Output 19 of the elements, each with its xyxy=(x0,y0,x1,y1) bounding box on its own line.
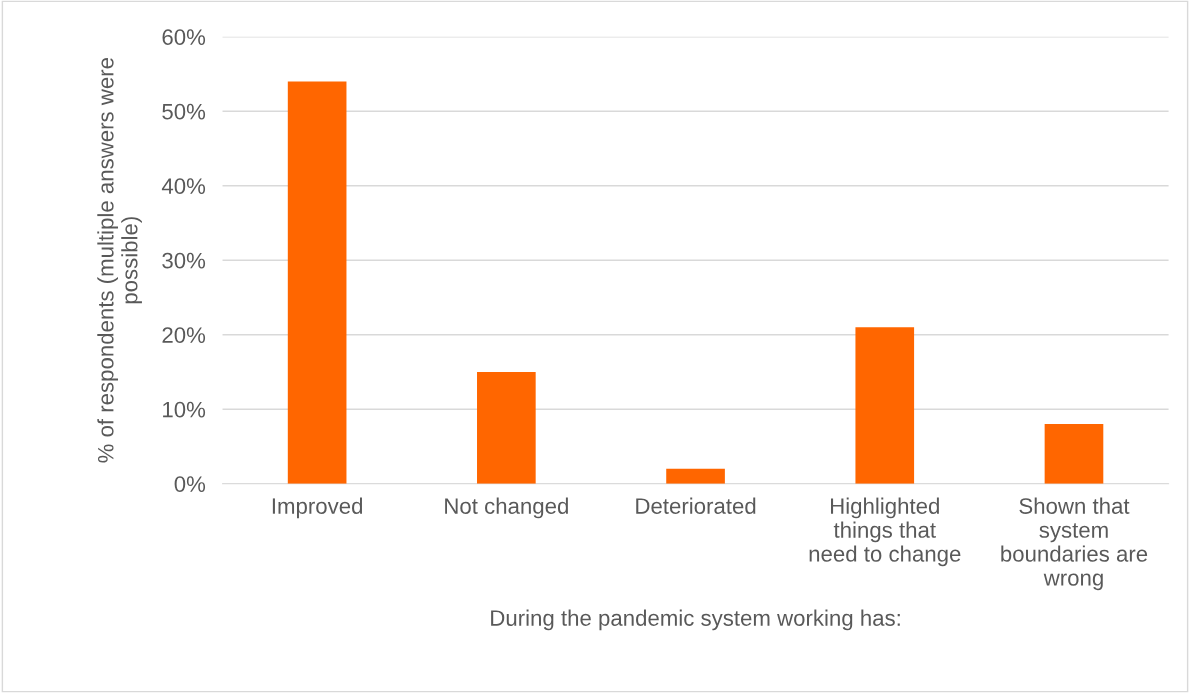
bar xyxy=(1044,424,1104,484)
y-tick-label: 30% xyxy=(162,252,206,269)
y-tick-label: 60% xyxy=(162,29,206,45)
y-tick-label: 40% xyxy=(161,178,206,194)
x-axis-title: During the pandemic system working has: xyxy=(491,609,900,631)
y-tick-label: 20% xyxy=(162,327,206,343)
bar xyxy=(287,81,347,484)
bar xyxy=(855,327,915,484)
x-tick-label: Not changed xyxy=(445,497,568,519)
bar xyxy=(666,468,725,484)
y-axis-title: % of respondents (multiple answers were possible) xyxy=(97,58,142,463)
x-tick-label: Highlighted things that need to change xyxy=(809,497,961,567)
y-tick-label: 0% xyxy=(174,476,206,492)
bar xyxy=(477,371,536,484)
y-tick-label: 10% xyxy=(163,401,206,418)
x-tick-label: Improved xyxy=(272,497,363,519)
y-tick-label: 50% xyxy=(162,103,206,120)
x-tick-label: Shown that system boundaries are wrong xyxy=(1001,497,1148,591)
x-tick-label: Deteriorated xyxy=(636,497,756,514)
